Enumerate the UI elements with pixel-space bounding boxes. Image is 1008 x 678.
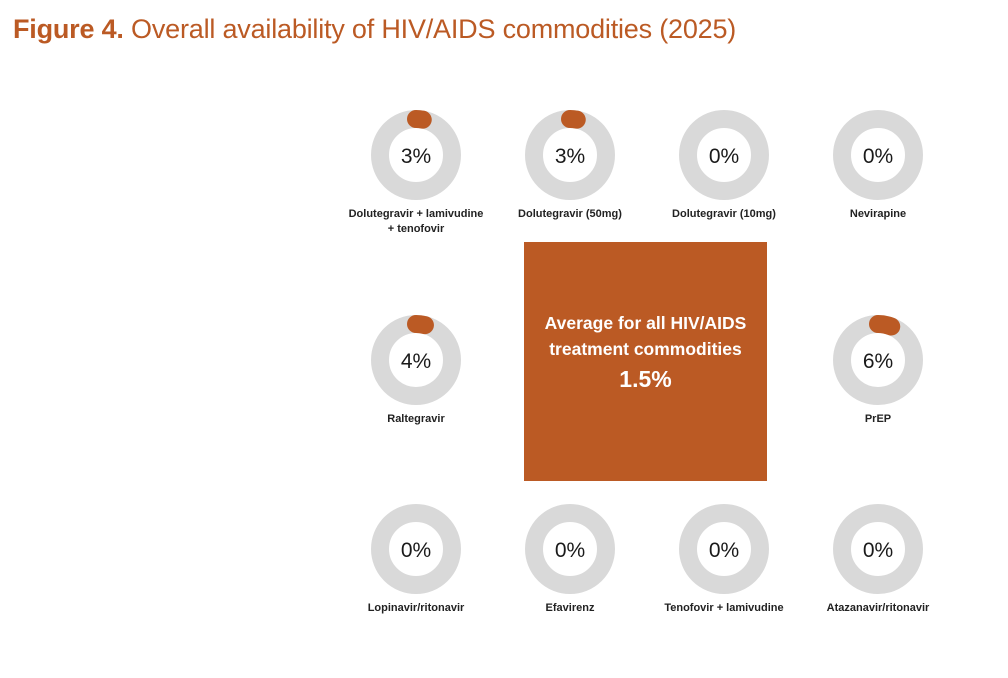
donut-item: 3% Dolutegravir (50mg) xyxy=(518,110,622,220)
average-summary-box: Average for all HIV/AIDS treatment commo… xyxy=(524,242,767,481)
donut-ring xyxy=(833,504,923,594)
donut-category-label: Dolutegravir (10mg) xyxy=(672,208,776,220)
donut-item: 0% Atazanavir/ritonavir xyxy=(827,504,930,614)
donut-category-label: + tenofovir xyxy=(388,223,445,235)
donut-item: 0% Lopinavir/ritonavir xyxy=(368,504,465,614)
summary-value: 1.5% xyxy=(619,366,672,392)
donut-value-label: 3% xyxy=(401,145,431,168)
donut-category-label: PrEP xyxy=(865,413,891,425)
donut-category-label: Lopinavir/ritonavir xyxy=(368,602,465,614)
donut-item: 4% Raltegravir xyxy=(371,315,461,425)
donut-value-label: 6% xyxy=(863,350,893,373)
donut-category-label: Dolutegravir + lamivudine xyxy=(349,208,484,220)
donut-value-arc xyxy=(869,315,901,336)
donut-value-label: 4% xyxy=(401,350,431,373)
donut-item: 0% Efavirenz xyxy=(525,504,615,614)
donut-ring xyxy=(679,110,769,200)
donut-item: 0% Dolutegravir (10mg) xyxy=(672,110,776,220)
donut-value-label: 0% xyxy=(863,145,893,168)
donut-ring xyxy=(525,504,615,594)
donut-value-arc xyxy=(407,315,434,335)
donut-value-label: 0% xyxy=(709,539,739,562)
donut-ring xyxy=(833,110,923,200)
donut-category-label: Atazanavir/ritonavir xyxy=(827,602,930,614)
summary-line-2: treatment commodities xyxy=(549,339,742,359)
donut-item: 6% PrEP xyxy=(833,315,923,425)
donut-value-label: 0% xyxy=(709,145,739,168)
donut-item: 0% Tenofovir + lamivudine xyxy=(664,504,784,614)
donut-category-label: Efavirenz xyxy=(546,602,595,614)
donut-value-label: 0% xyxy=(863,539,893,562)
summary-line-1: Average for all HIV/AIDS xyxy=(544,313,747,333)
donut-value-arc xyxy=(407,110,432,129)
donut-value-arc xyxy=(561,110,586,129)
donut-item: 0% Nevirapine xyxy=(833,110,923,220)
figure-title-text: Overall availability of HIV/AIDS commodi… xyxy=(131,14,737,44)
donut-value-label: 0% xyxy=(401,539,431,562)
donut-value-label: 0% xyxy=(555,539,585,562)
donut-value-label: 3% xyxy=(555,145,585,168)
figure-title: Figure 4. Overall availability of HIV/AI… xyxy=(13,14,736,45)
donut-category-label: Nevirapine xyxy=(850,208,906,220)
donut-category-label: Raltegravir xyxy=(387,413,445,425)
donut-ring xyxy=(371,504,461,594)
donut-item: 3% Dolutegravir + lamivudine + tenofovir xyxy=(349,110,484,235)
donut-category-label: Tenofovir + lamivudine xyxy=(664,602,783,614)
donut-ring xyxy=(679,504,769,594)
donut-category-label: Dolutegravir (50mg) xyxy=(518,208,622,220)
figure-number: Figure 4. xyxy=(13,14,124,44)
